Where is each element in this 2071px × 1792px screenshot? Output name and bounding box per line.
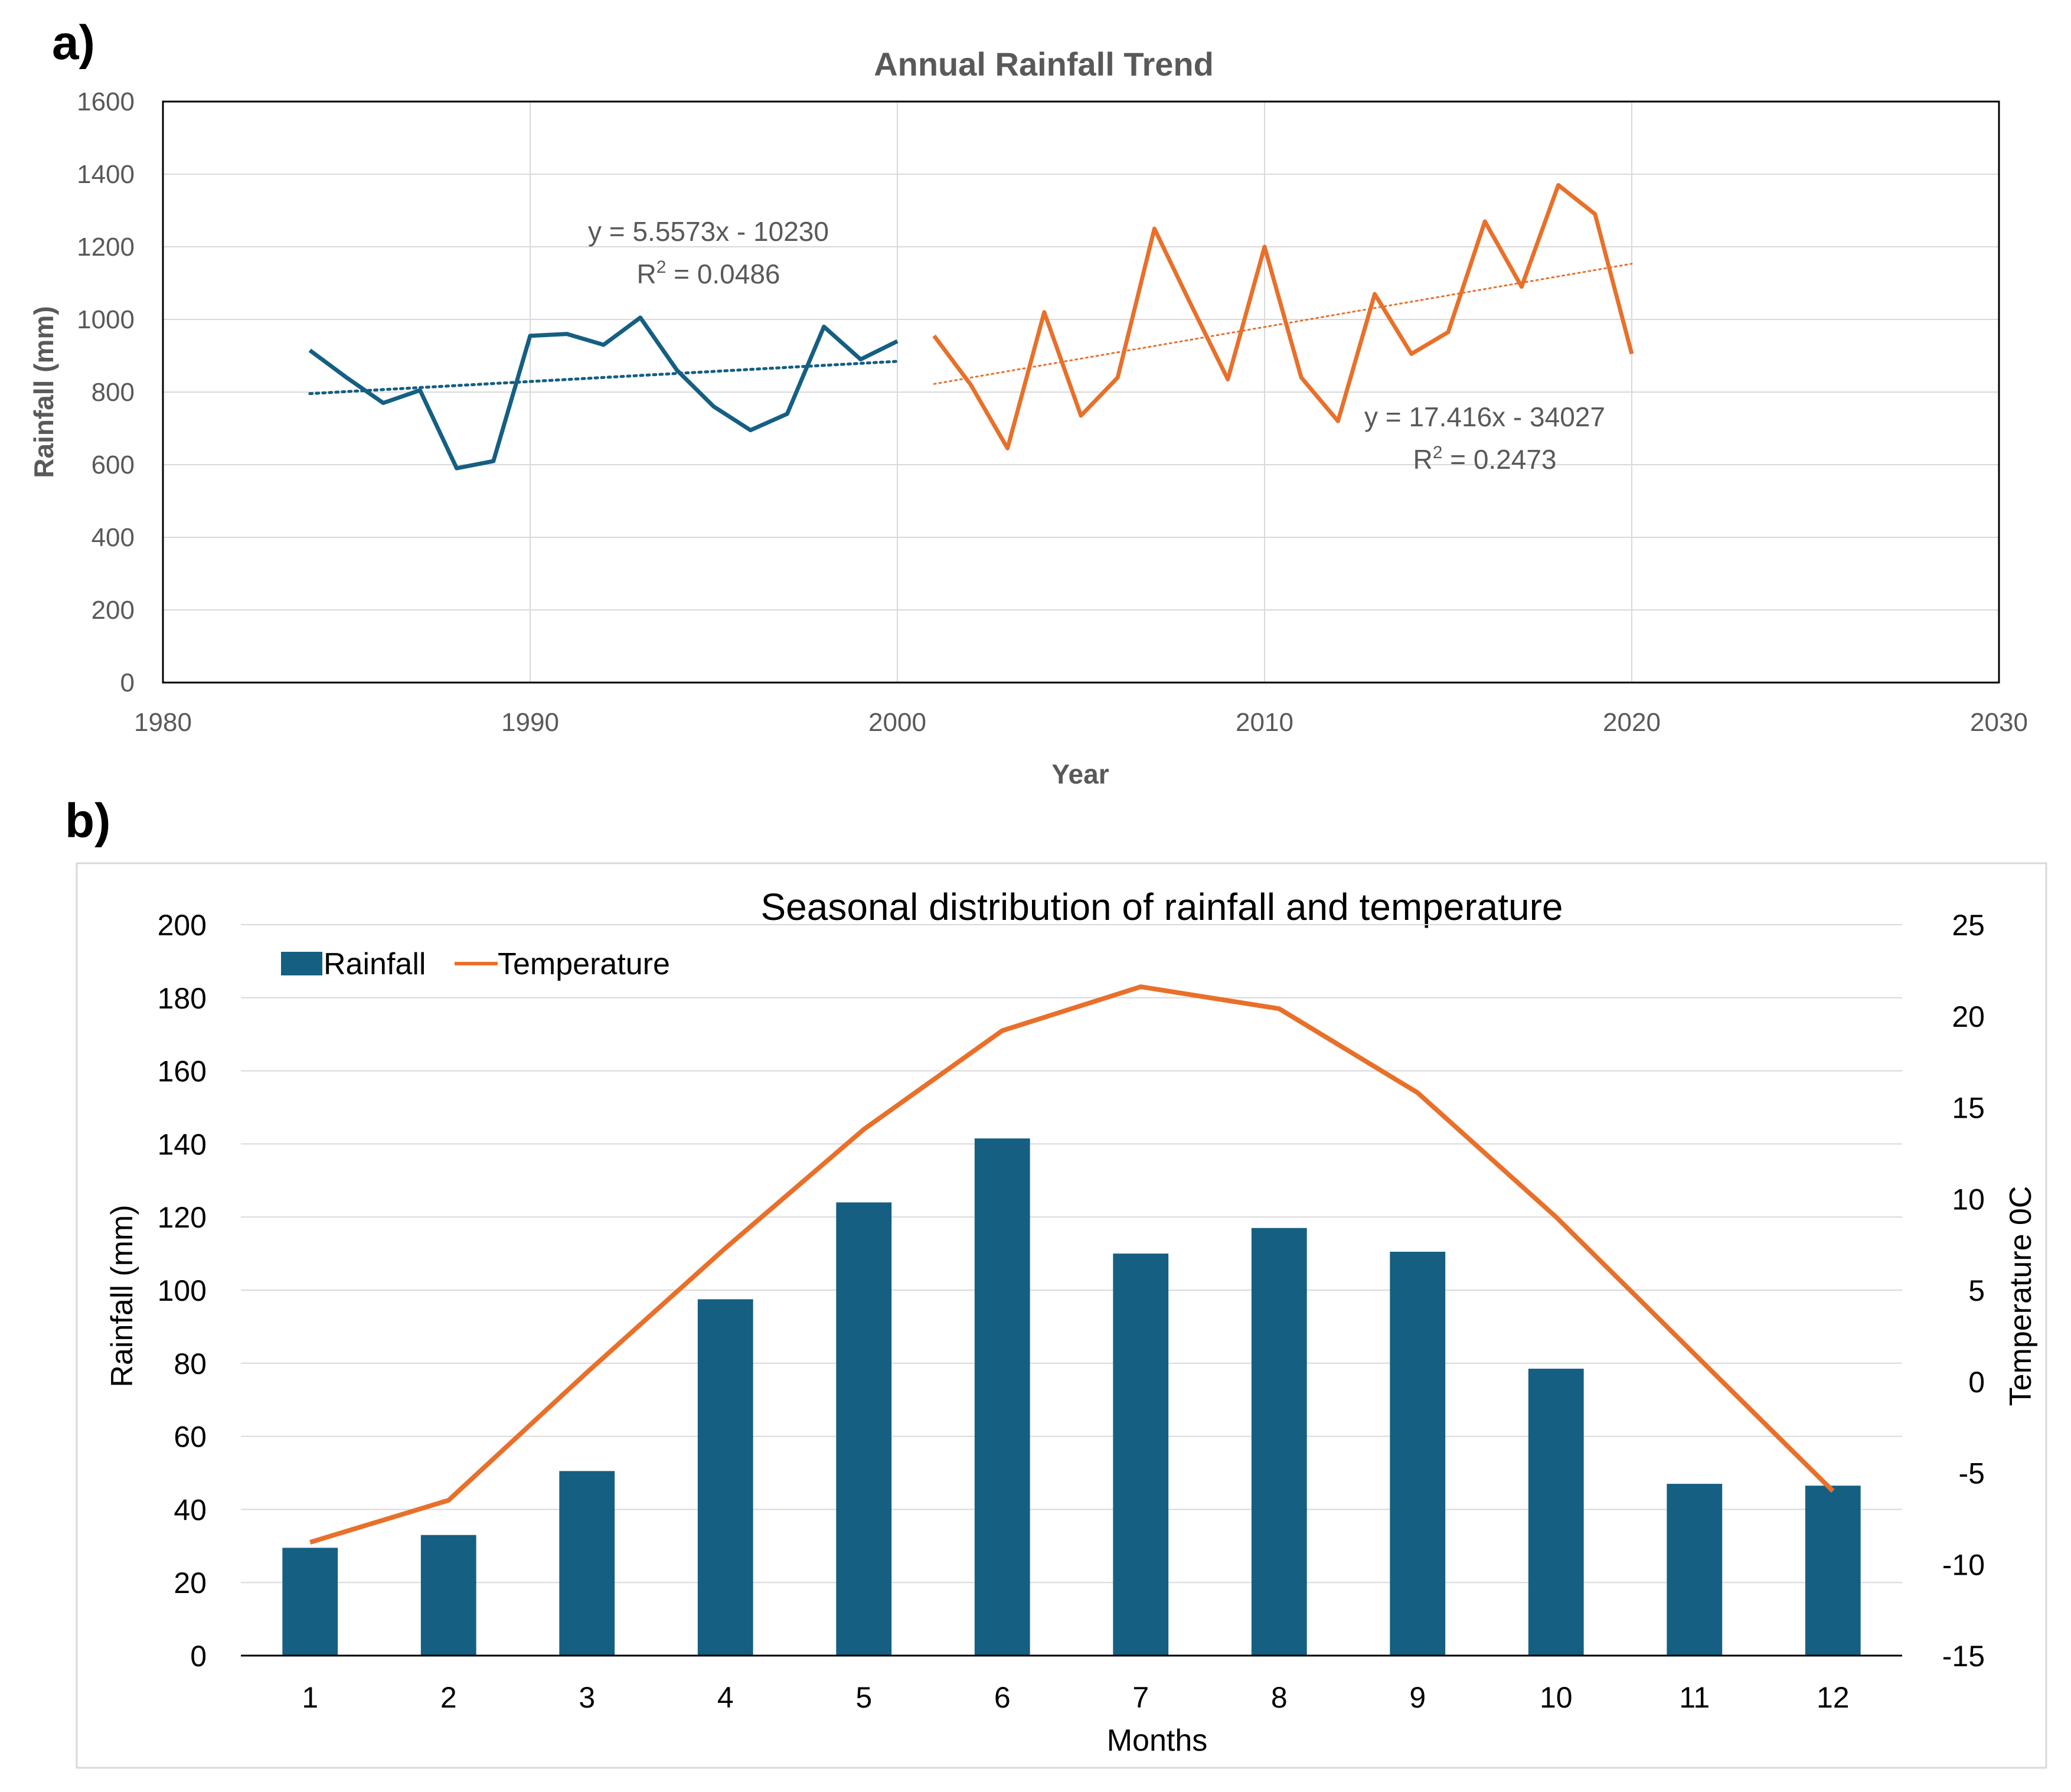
chart-b-right-tick-label: 25 (1952, 909, 1985, 942)
rainfall-bar-month-1 (282, 1548, 338, 1656)
chart-b-left-tick-label: 0 (190, 1640, 207, 1673)
chart-b-title: Seasonal distribution of rainfall and te… (760, 886, 1563, 928)
chart-a-x-ticks: 1980 1990 2000 2010 2020 2030 (134, 708, 2028, 737)
chart-b-left-tick-label: 20 (174, 1566, 207, 1600)
trendline-2 (933, 263, 1633, 385)
chart-b-right-tick-label: -15 (1942, 1640, 1985, 1673)
chart-b-left-tick-label: 180 (158, 982, 207, 1015)
chart-b-left-tick-label: 40 (174, 1493, 207, 1526)
legend-rainfall-swatch (281, 952, 322, 975)
chart-b-legend: Rainfall Temperature (281, 947, 670, 981)
chart-a-x-axis-label: Year (1051, 759, 1109, 789)
chart-a-y-tick-label: 1200 (77, 233, 135, 262)
chart-a-x-tick-label: 2020 (1603, 708, 1661, 737)
rainfall-bar-month-12 (1805, 1486, 1861, 1656)
chart-a-plot-frame (162, 100, 2000, 684)
trend-r2-2: R2 = 0.2473 (1413, 443, 1556, 475)
annual-rainfall-chart: Annual Rainfall Trend 0 200 400 600 800 1000 1… (28, 45, 2028, 789)
chart-b-right-tick-label: 20 (1952, 1000, 1985, 1033)
chart-a-x-tick-label: 2000 (868, 708, 926, 737)
trend-equation-1: y = 5.5573x - 10230 (588, 216, 829, 247)
chart-b-x-tick-label: 2 (440, 1681, 457, 1714)
rainfall-bar-month-11 (1667, 1484, 1723, 1656)
rainfall-bar-month-3 (559, 1471, 615, 1656)
chart-b-left-tick-label: 80 (174, 1347, 207, 1380)
chart-b-x-ticks: 1 2 3 4 5 6 7 8 9 10 11 12 (302, 1681, 1849, 1714)
chart-b-x-tick-label: 4 (717, 1681, 734, 1714)
chart-b-rainfall-bars (282, 1138, 1861, 1656)
chart-a-y-axis-label: Rainfall (mm) (28, 306, 59, 478)
trendline-1 (308, 360, 899, 396)
chart-a-y-tick-label: 1000 (77, 305, 135, 334)
rainfall-bar-month-10 (1528, 1369, 1584, 1656)
panel-label-b: b) (65, 794, 110, 848)
panel-label-a: a) (52, 16, 95, 70)
chart-b-left-tick-label: 160 (158, 1055, 207, 1088)
chart-b-x-tick-label: 3 (579, 1681, 595, 1714)
trend-equation-2: y = 17.416x - 34027 (1364, 402, 1605, 432)
chart-a-x-tick-label: 1990 (501, 708, 559, 737)
chart-a-y-tick-label: 1400 (77, 160, 135, 189)
chart-b-y2-axis-label: Temperature 0C (2004, 1186, 2038, 1406)
chart-a-y-tick-label: 400 (92, 523, 135, 552)
chart-b-x-tick-label: 11 (1679, 1681, 1710, 1714)
chart-b-y-axis-label: Rainfall (mm) (105, 1205, 139, 1387)
chart-a-x-tick-label: 2030 (1970, 708, 2028, 737)
seasonal-distribution-chart: Seasonal distribution of rainfall and te… (76, 862, 2047, 1769)
chart-b-x-tick-label: 6 (994, 1681, 1011, 1714)
chart-b-right-tick-label: -5 (1959, 1457, 1985, 1490)
chart-b-x-tick-label: 7 (1132, 1681, 1149, 1714)
chart-b-x-tick-label: 5 (855, 1681, 872, 1714)
chart-b-left-tick-label: 200 (158, 909, 207, 942)
rainfall-bar-month-6 (974, 1138, 1030, 1656)
chart-a-y-tick-label: 600 (92, 451, 135, 479)
rainfall-bar-month-7 (1113, 1254, 1169, 1656)
chart-a-y-tick-label: 0 (120, 668, 135, 697)
chart-a-y-tick-label: 200 (92, 596, 135, 625)
chart-b-left-tick-label: 100 (158, 1274, 207, 1307)
chart-b-right-tick-label: 5 (1968, 1274, 1985, 1307)
chart-b-left-tick-label: 140 (158, 1128, 207, 1161)
chart-a-title: Annual Rainfall Trend (874, 45, 1214, 83)
chart-b-right-tick-label: -10 (1942, 1548, 1985, 1581)
chart-a-trendlines (308, 263, 1633, 396)
chart-a-x-tick-label: 1980 (134, 708, 192, 737)
chart-b-temperature-line (309, 984, 1835, 1545)
chart-a-y-tick-label: 1600 (77, 87, 135, 116)
legend-rainfall-label: Rainfall (324, 947, 426, 981)
series-line-1 (308, 315, 899, 471)
chart-a-y-ticks: 0 200 400 600 800 1000 1200 1400 1600 (77, 87, 135, 697)
chart-b-x-tick-label: 8 (1271, 1681, 1288, 1714)
chart-b-x-axis-label: Months (1107, 1724, 1208, 1758)
chart-b-x-tick-label: 9 (1409, 1681, 1426, 1714)
trend-r2-1: R2 = 0.0486 (636, 257, 780, 289)
chart-a-series-lines (308, 183, 1634, 471)
chart-b-right-tick-label: 10 (1952, 1183, 1985, 1216)
chart-b-left-tick-label: 60 (174, 1421, 207, 1454)
series-line-2 (932, 183, 1634, 451)
legend-temperature-label: Temperature (498, 947, 670, 981)
rainfall-bar-month-5 (836, 1202, 892, 1656)
chart-b-right-tick-label: 15 (1952, 1092, 1985, 1125)
rainfall-bar-month-8 (1251, 1228, 1307, 1656)
rainfall-bar-month-2 (420, 1535, 476, 1656)
chart-b-right-tick-label: 0 (1968, 1366, 1985, 1399)
chart-a-gridlines (162, 101, 2000, 683)
chart-a-x-tick-label: 2010 (1236, 708, 1293, 737)
chart-b-x-tick-label: 1 (302, 1681, 318, 1714)
chart-b-right-ticks: -15 -10 -5 0 5 10 15 20 25 (1942, 909, 1985, 1673)
chart-b-x-tick-label: 10 (1540, 1681, 1573, 1714)
chart-b-left-ticks: 0 20 40 60 80 100 120 140 160 180 200 (158, 909, 207, 1673)
rainfall-bar-month-4 (697, 1299, 753, 1656)
rainfall-bar-month-9 (1390, 1252, 1446, 1656)
chart-b-x-tick-label: 12 (1817, 1681, 1850, 1714)
chart-b-area-border (76, 862, 2047, 1769)
chart-a-y-tick-label: 800 (92, 378, 135, 407)
chart-b-left-tick-label: 120 (158, 1201, 207, 1234)
temperature-line (309, 984, 1835, 1545)
